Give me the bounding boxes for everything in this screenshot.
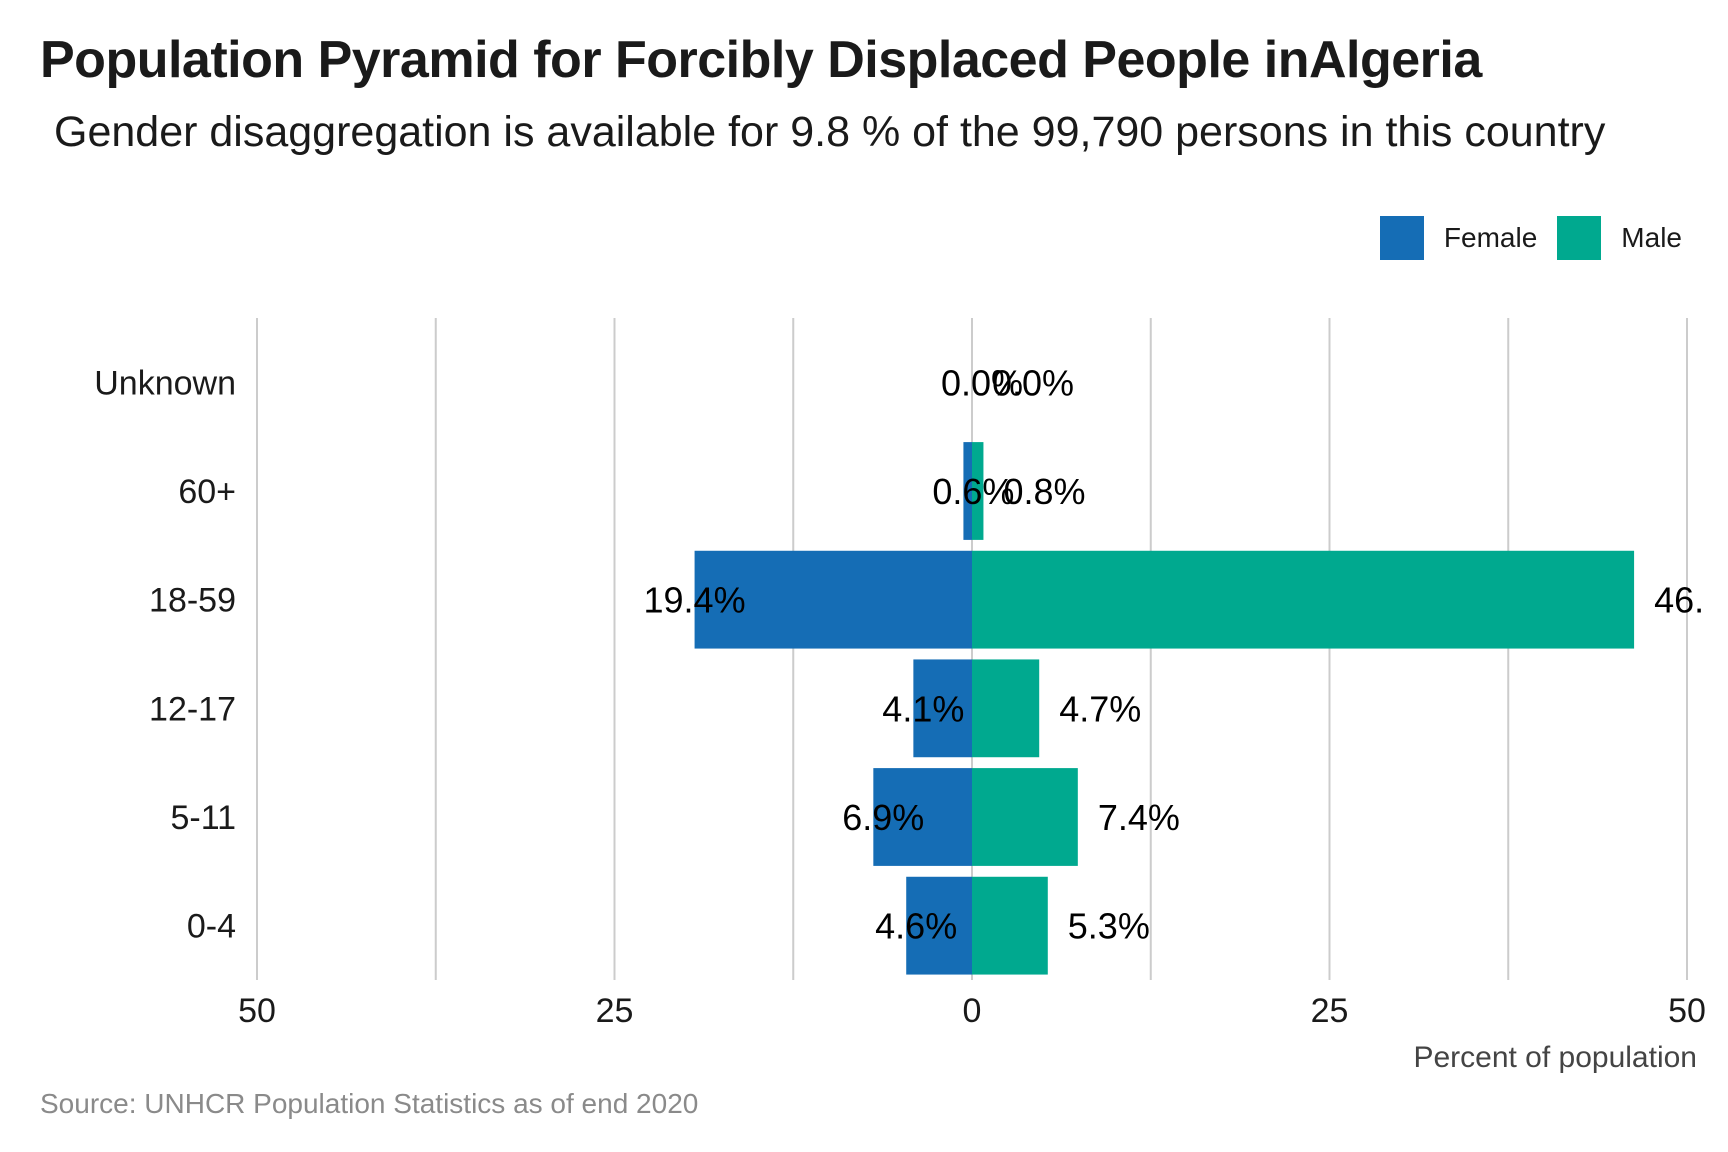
y-tick-label: 0-4 bbox=[187, 908, 236, 946]
y-tick-label: 5-11 bbox=[170, 799, 236, 837]
data-label-male: 0.8% bbox=[1003, 471, 1085, 512]
bar-male bbox=[972, 550, 1635, 649]
bar-male bbox=[972, 659, 1040, 758]
bar-female bbox=[694, 550, 972, 649]
data-label-female: 6.9% bbox=[842, 797, 924, 838]
y-tick-label: 12-17 bbox=[149, 690, 236, 728]
data-label-male: 5.3% bbox=[1068, 906, 1150, 947]
data-label-male: 46. bbox=[1654, 580, 1704, 621]
bar-female bbox=[913, 659, 972, 758]
data-label-male: 7.4% bbox=[1098, 797, 1180, 838]
data-label-female: 0.6% bbox=[932, 471, 1014, 512]
x-axis-title: Percent of population bbox=[1413, 1041, 1697, 1074]
source-note: Source: UNHCR Population Statistics as o… bbox=[40, 1088, 699, 1119]
bar-female bbox=[906, 876, 972, 975]
legend: Female Male bbox=[1360, 216, 1682, 260]
legend-item-male: Male bbox=[1557, 216, 1682, 260]
bar-male bbox=[972, 768, 1078, 866]
data-label-female: 19.4% bbox=[644, 580, 746, 621]
bar-male bbox=[972, 876, 1048, 975]
legend-swatch-male bbox=[1557, 216, 1602, 260]
y-tick-label: 18-59 bbox=[149, 582, 236, 620]
data-label-female: 4.6% bbox=[875, 906, 957, 947]
bar-female bbox=[873, 768, 972, 866]
data-label-female: 0.0% bbox=[941, 362, 1023, 403]
data-label-male: 0.0% bbox=[992, 362, 1074, 403]
bar-male bbox=[972, 442, 984, 540]
legend-label-female: Female bbox=[1443, 222, 1538, 253]
legend-label-male: Male bbox=[1621, 222, 1682, 253]
y-tick-label: 60+ bbox=[178, 473, 236, 511]
x-tick-label: 50 bbox=[238, 992, 276, 1030]
legend-item-female: Female bbox=[1379, 216, 1538, 260]
chart-subtitle: Gender disaggregation is available for 9… bbox=[54, 108, 1606, 156]
x-tick-label: 25 bbox=[596, 992, 634, 1030]
x-tick-label: 0 bbox=[963, 992, 982, 1030]
y-tick-label: Unknown bbox=[94, 364, 236, 402]
chart-title: Population Pyramid for Forcibly Displace… bbox=[40, 31, 1482, 89]
legend-swatch-female bbox=[1379, 216, 1424, 260]
data-label-female: 4.1% bbox=[882, 688, 964, 729]
bar-female bbox=[963, 442, 972, 540]
x-tick-label: 50 bbox=[1668, 992, 1706, 1030]
x-tick-label: 25 bbox=[1311, 992, 1349, 1030]
data-label-male: 4.7% bbox=[1059, 688, 1141, 729]
chart-plot-area: Unknown 0.0%0.0% 60+ 0.6%0.8% 18-59 19.4% 46. 1… bbox=[94, 318, 1706, 1074]
